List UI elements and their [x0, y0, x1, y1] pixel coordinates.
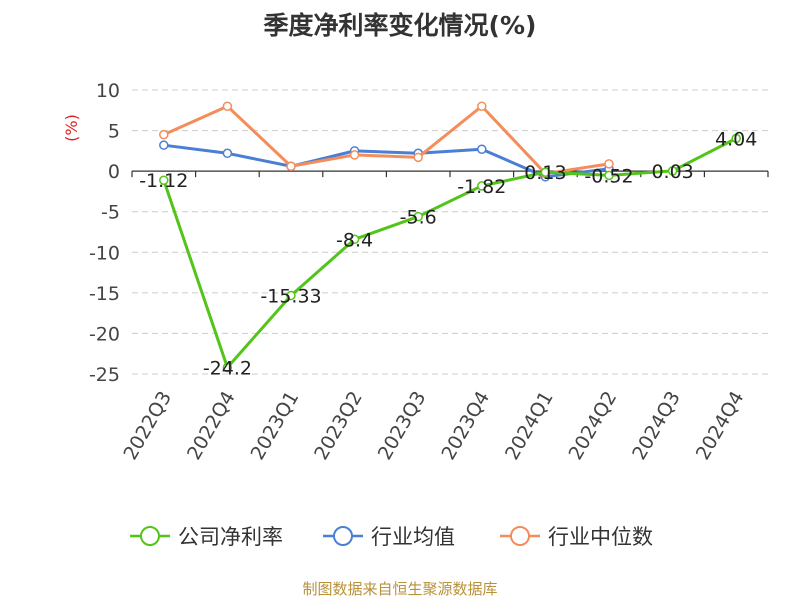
- data-label: -0.52: [584, 165, 633, 187]
- data-point: [540, 167, 551, 177]
- data-label: -1.12: [139, 170, 188, 192]
- data-label: -8.4: [336, 229, 373, 251]
- y-tick-label: -15: [89, 283, 120, 305]
- data-label: -1.82: [457, 176, 506, 198]
- data-point: [222, 362, 233, 373]
- data-point: [604, 159, 614, 169]
- x-tick-label: 2023Q2: [310, 388, 367, 464]
- x-tick-label: 2024Q1: [501, 388, 558, 464]
- x-tick-label: 2023Q1: [247, 388, 304, 464]
- y-axis-title: (%): [62, 114, 81, 142]
- data-point: [731, 133, 741, 144]
- data-point: [477, 144, 487, 154]
- y-tick-label: 5: [108, 121, 120, 143]
- data-label: 4.04: [715, 128, 757, 150]
- data-point: [667, 166, 678, 176]
- data-point: [286, 290, 296, 301]
- legend-swatch-marker: [140, 526, 160, 546]
- data-source-note: 制图数据来自恒生聚源数据库: [302, 580, 498, 598]
- y-tick-label: -10: [89, 242, 120, 264]
- data-point: [222, 148, 233, 159]
- legend-swatch-marker: [333, 526, 353, 546]
- series-line: [163, 143, 610, 179]
- x-tick-label: 2024Q2: [565, 388, 622, 464]
- data-point: [413, 211, 423, 222]
- data-point: [413, 152, 423, 163]
- x-tick-label: 2024Q4: [692, 388, 749, 464]
- data-label: -5.6: [400, 207, 437, 229]
- data-point: [286, 161, 296, 172]
- data-label: 0.13: [524, 162, 566, 184]
- x-tick-label: 2022Q3: [119, 388, 176, 464]
- series-line: [163, 104, 610, 176]
- legend-label: 行业均值: [371, 525, 455, 549]
- x-tick-label: 2024Q3: [628, 388, 685, 464]
- data-point: [604, 170, 614, 181]
- data-point: [477, 181, 487, 191]
- y-tick-label: -5: [101, 202, 120, 224]
- data-label: -24.2: [203, 358, 252, 380]
- legend-label: 公司净利率: [178, 525, 283, 549]
- legend-label: 行业中位数: [548, 525, 653, 549]
- legend-swatch-marker: [510, 526, 530, 546]
- y-tick-label: 10: [96, 80, 120, 102]
- data-point: [349, 150, 360, 160]
- data-point: [159, 129, 169, 140]
- y-tick-label: -20: [89, 323, 120, 345]
- x-tick-label: 2023Q4: [437, 388, 494, 464]
- data-point: [349, 234, 360, 245]
- data-label: 0.03: [651, 161, 693, 183]
- data-point: [159, 140, 169, 150]
- chart-title: 季度净利率变化情况(%): [263, 11, 537, 40]
- x-tick-label: 2022Q4: [183, 388, 240, 464]
- data-point: [159, 175, 169, 185]
- x-tick-label: 2023Q3: [374, 388, 431, 464]
- data-label: -15.33: [260, 286, 321, 308]
- data-point: [477, 101, 487, 111]
- y-tick-label: 0: [108, 161, 120, 183]
- series-line: [162, 137, 737, 370]
- data-point: [222, 101, 233, 111]
- y-tick-label: -25: [89, 364, 120, 386]
